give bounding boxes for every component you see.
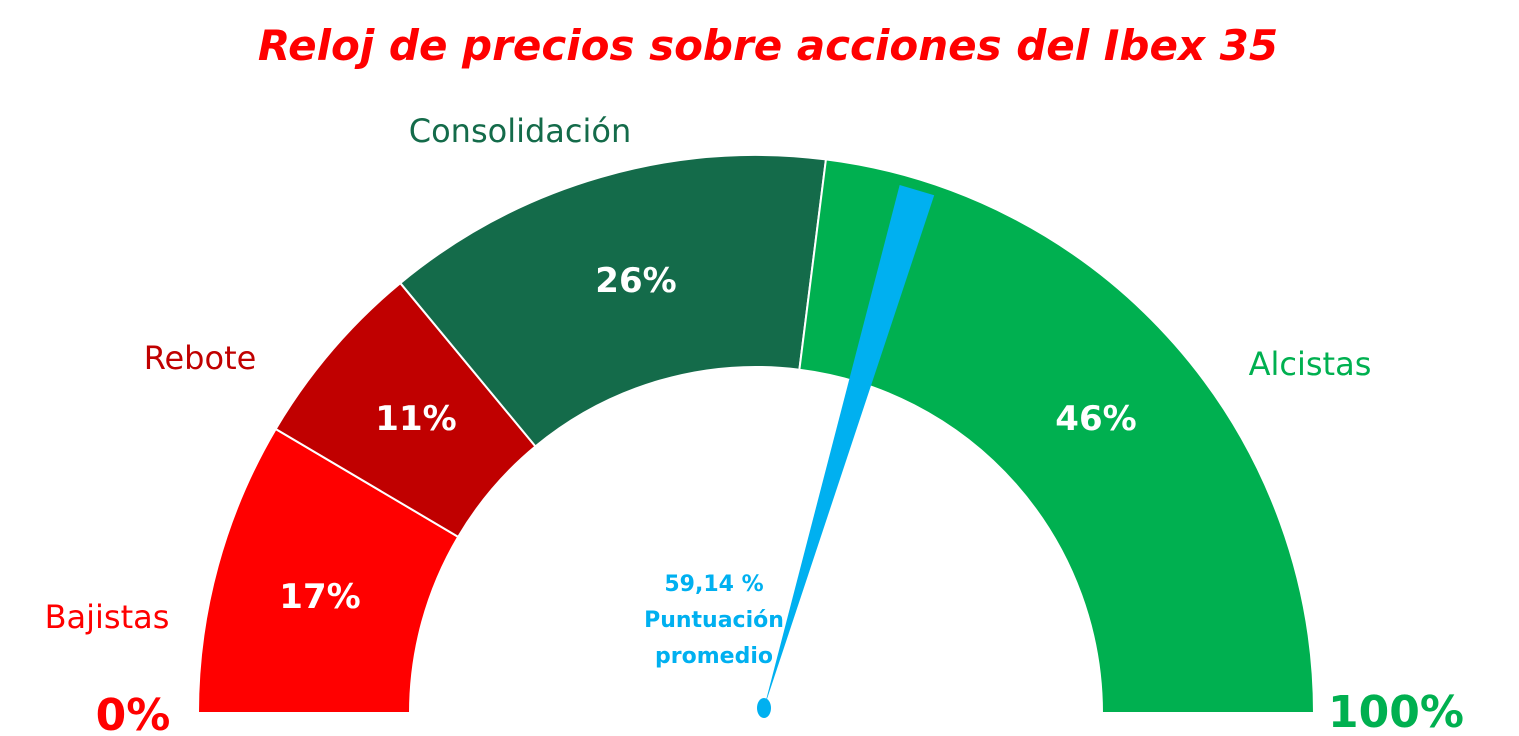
- score-caption-line2: promedio: [655, 644, 773, 669]
- segment-value-label-bajistas: 17%: [279, 577, 360, 617]
- needle-hub: [757, 698, 771, 718]
- gauge-needle: [764, 185, 935, 708]
- segment-name-label-alcistas: Alcistas: [1249, 345, 1372, 383]
- gauge-segments: [197, 154, 1315, 714]
- gauge-needle-group: [757, 185, 935, 718]
- min-label: 0%: [96, 690, 171, 736]
- segment-alcistas: [798, 158, 1315, 714]
- segment-value-label-rebote: 11%: [375, 399, 456, 439]
- segment-name-label-consolidacion: Consolidación: [409, 112, 632, 150]
- max-label: 100%: [1328, 687, 1464, 736]
- score-value: 59,14 %: [664, 572, 763, 597]
- chart-title: Reloj de precios sobre acciones del Ibex…: [258, 21, 1278, 70]
- score-caption-line1: Puntuación: [644, 608, 784, 633]
- segment-value-label-alcistas: 46%: [1055, 399, 1136, 439]
- segment-name-label-rebote: Rebote: [144, 339, 257, 377]
- segment-value-label-consolidacion: 26%: [595, 261, 676, 301]
- segment-consolidacion: [399, 154, 827, 448]
- segment-name-label-bajistas: Bajistas: [45, 598, 170, 636]
